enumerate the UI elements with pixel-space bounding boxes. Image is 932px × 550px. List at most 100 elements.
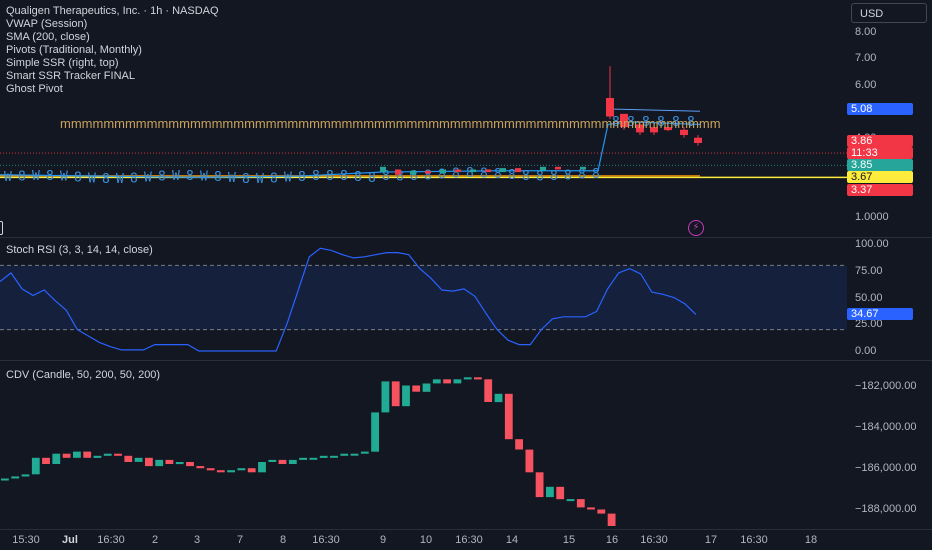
price-axis[interactable]: 8.007.006.005.004.003.002.001.0000 (847, 0, 932, 237)
cdv-candle (453, 379, 462, 384)
cdv-candle (134, 457, 143, 462)
legend-smart-ssr[interactable]: Smart SSR Tracker FINAL (6, 70, 135, 82)
price-candle (694, 137, 702, 143)
cdv-candle (103, 453, 112, 456)
time-tick-label: 17 (704, 534, 718, 546)
lightning-icon[interactable]: ⚡ (688, 220, 704, 236)
marker-glyph: 8 (102, 172, 110, 187)
cdv-candle (155, 459, 164, 467)
cdv-candle (145, 457, 153, 467)
cdv-candle (258, 462, 266, 473)
time-tick-label: 16:30 (740, 534, 768, 546)
axis-tick-label: 75.00 (855, 264, 883, 277)
cdv-candle (340, 453, 349, 456)
marker-glyph: 8 (410, 169, 418, 184)
price-candle (606, 97, 614, 117)
cdv-candle (474, 377, 482, 380)
marker-glyph: 8 (340, 169, 348, 184)
cdv-candle (247, 468, 256, 473)
time-tick-label: 14 (505, 534, 519, 546)
cdv-pane[interactable]: CDV (Candle, 50, 200, 50, 200) (0, 361, 847, 529)
marker-glyph: 8 (368, 171, 376, 186)
cdv-candle (587, 507, 595, 510)
indicator-legend: Qualigen Therapeutics, Inc. · 1h · NASDA… (6, 5, 219, 96)
cdv-title[interactable]: CDV (Candle, 50, 200, 50, 200) (6, 369, 161, 381)
cdv-candle (566, 499, 575, 502)
legend-simple-ssr[interactable]: Simple SSR (right, top) (6, 57, 119, 69)
cdv-candle (371, 412, 379, 452)
legend-vwap[interactable]: VWAP (Session) (6, 18, 88, 30)
marker-glyph: 8 (298, 170, 306, 185)
marker-glyph: 8 (130, 171, 138, 186)
time-tick-label: 10 (419, 534, 433, 546)
price-candle (555, 166, 561, 170)
time-axis[interactable]: 15:30 Jul 16:30 2 3 7 8 16:30 9 10 16:30 14 15 16 16:3… (0, 529, 847, 550)
price-candle (540, 166, 546, 171)
price-tag: 3.67 (847, 171, 913, 184)
time-tick-label: 8 (279, 534, 287, 546)
price-candle (440, 169, 446, 174)
cdv-candle (432, 379, 441, 384)
stoch-rsi-title[interactable]: Stoch RSI (3, 3, 14, 14, close) (6, 244, 153, 256)
marker-glyph: 8 (627, 115, 635, 130)
cdv-candle (597, 509, 606, 514)
cdv-candle (402, 385, 410, 407)
price-candle (380, 166, 386, 173)
marker-glyph: 8 (536, 169, 544, 184)
marker-glyph: 8 (326, 169, 334, 184)
cdv-axis[interactable]: −182,000.00 −184,000.00 −186,000.00 −188,00… (847, 361, 932, 529)
axis-tick-label: −186,000.00 (855, 462, 917, 475)
cdv-candle (515, 439, 523, 450)
marker-glyph: 8 (46, 169, 54, 184)
marker-glyph: 8 (18, 169, 26, 184)
price-candle (664, 127, 672, 131)
cdv-candle (206, 468, 215, 471)
time-tick-label: 9 (379, 534, 387, 546)
marker-glyph: W (116, 172, 124, 187)
cdv-candle (124, 455, 133, 462)
price-candle (395, 169, 401, 175)
marker-glyph: 8 (687, 115, 695, 130)
marker-glyph: W (172, 169, 180, 184)
pane-collapse-handle[interactable] (0, 221, 3, 235)
cdv-candle (319, 455, 328, 458)
cdv-candle (52, 453, 61, 464)
rsi-axis[interactable]: 100.00 75.00 50.00 25.00 0.00 (847, 238, 932, 360)
cdv-candle (83, 451, 92, 458)
cdv-candle (31, 457, 40, 475)
axis-tick-label: 8.00 (855, 25, 877, 38)
currency-selector[interactable]: USD (851, 3, 927, 23)
symbol-title[interactable]: Qualigen Therapeutics, Inc. · 1h · NASDA… (6, 5, 219, 17)
cdv-candle (309, 457, 318, 460)
cdv-candle (504, 393, 513, 440)
cdv-candle (237, 468, 246, 471)
cdv-candle (62, 453, 71, 458)
pattern-text: mmmmmmmmmmmmmmmmmmmmmmmmmmmmmmmmmmmmmmmm… (60, 116, 721, 131)
axis-tick-label: 0.00 (855, 345, 877, 357)
marker-glyph: 8 (158, 170, 166, 185)
cdv-chart[interactable] (0, 361, 847, 529)
marker-glyph: 8 (657, 115, 665, 130)
time-tick-label: Jul (62, 534, 78, 546)
marker-glyph: 8 (438, 167, 446, 182)
marker-glyph: 8 (466, 166, 474, 181)
cdv-candle (484, 379, 493, 402)
cdv-candle (278, 459, 287, 464)
stoch-rsi-pane[interactable]: Stoch RSI (3, 3, 14, 14, close) (0, 238, 847, 360)
cdv-candle (175, 462, 184, 465)
stoch-rsi-chart[interactable] (0, 238, 847, 360)
pane-separator[interactable] (0, 360, 932, 361)
legend-sma[interactable]: SMA (200, close) (6, 31, 90, 43)
pane-separator[interactable] (0, 237, 932, 238)
marker-glyph: 8 (214, 170, 222, 185)
time-tick-label: 16:30 (312, 534, 340, 546)
cdv-candle (268, 459, 277, 462)
time-tick-label: 16:30 (97, 534, 125, 546)
legend-ghost-pivot[interactable]: Ghost Pivot (6, 83, 63, 95)
axis-tick-label: 100.00 (855, 238, 889, 250)
price-candle (650, 127, 658, 133)
legend-pivots[interactable]: Pivots (Traditional, Monthly) (6, 44, 142, 56)
stoch-rsi-line (0, 247, 697, 352)
